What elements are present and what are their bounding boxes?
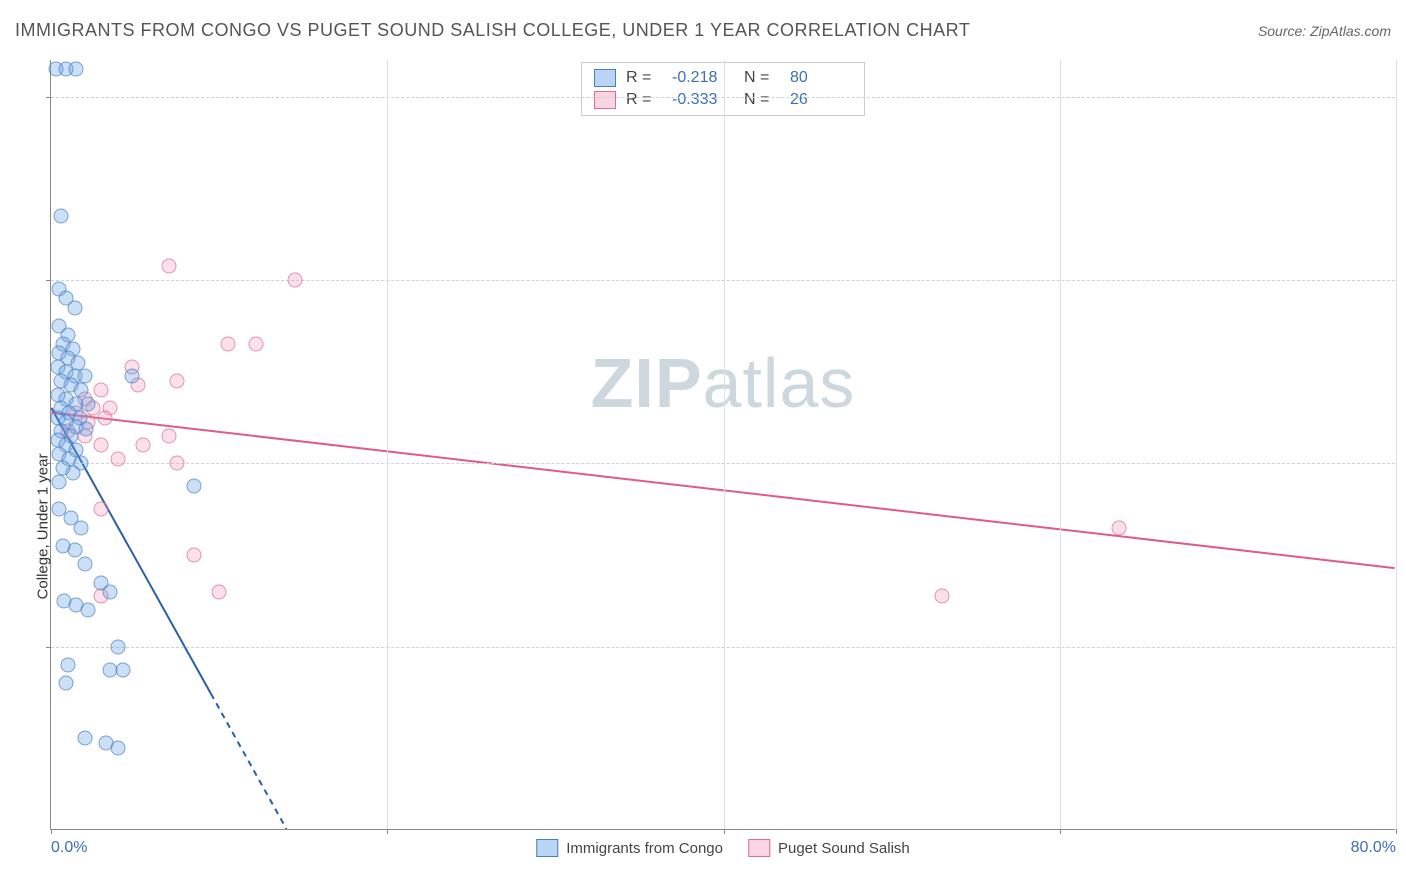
scatter-point-series2 — [249, 337, 264, 352]
y-tick-label: 80.0% — [1400, 271, 1406, 289]
scatter-point-series1 — [59, 676, 74, 691]
scatter-point-series2 — [94, 383, 109, 398]
watermark-bold: ZIP — [591, 344, 703, 422]
legend-n-label: N = — [744, 91, 780, 109]
chart-plot-area: College, Under 1 year ZIPatlas R = -0.21… — [50, 60, 1395, 830]
legend-swatch-blue — [594, 69, 616, 87]
bottom-legend: Immigrants from Congo Puget Sound Salish — [536, 839, 909, 857]
scatter-point-series1 — [54, 208, 69, 223]
y-tick-label: 60.0% — [1400, 454, 1406, 472]
scatter-point-series2 — [94, 438, 109, 453]
scatter-point-series1 — [74, 520, 89, 535]
scatter-point-series1 — [74, 383, 89, 398]
watermark-rest: atlas — [703, 344, 856, 422]
legend-series-label: Puget Sound Salish — [778, 840, 910, 857]
scatter-point-series2 — [97, 410, 112, 425]
scatter-point-series1 — [116, 662, 131, 677]
y-tick — [46, 97, 51, 98]
scatter-point-series1 — [79, 421, 94, 436]
x-tick — [724, 829, 725, 834]
y-tick — [46, 647, 51, 648]
legend-r-value: -0.333 — [672, 91, 734, 109]
y-tick — [46, 463, 51, 464]
x-tick — [387, 829, 388, 834]
scatter-point-series2 — [1111, 520, 1126, 535]
scatter-point-series2 — [111, 451, 126, 466]
scatter-point-series1 — [102, 584, 117, 599]
scatter-point-series1 — [111, 740, 126, 755]
scatter-point-series1 — [77, 557, 92, 572]
x-tick — [1060, 829, 1061, 834]
scatter-point-series1 — [80, 603, 95, 618]
scatter-point-series1 — [67, 543, 82, 558]
scatter-point-series1 — [124, 369, 139, 384]
y-axis-label: College, Under 1 year — [35, 453, 52, 599]
scatter-point-series1 — [80, 396, 95, 411]
x-tick — [51, 829, 52, 834]
scatter-point-series2 — [287, 273, 302, 288]
v-gridline — [1396, 60, 1397, 829]
v-gridline — [724, 60, 725, 829]
y-tick-label: 40.0% — [1400, 638, 1406, 656]
legend-r-label: R = — [626, 69, 662, 87]
x-tick-label: 0.0% — [51, 839, 87, 857]
source-label: Source: ZipAtlas.com — [1258, 23, 1391, 39]
scatter-point-series1 — [69, 62, 84, 77]
scatter-point-series2 — [136, 438, 151, 453]
v-gridline — [387, 60, 388, 829]
scatter-point-series1 — [65, 465, 80, 480]
scatter-point-series1 — [52, 474, 67, 489]
scatter-point-series2 — [94, 502, 109, 517]
legend-n-label: N = — [744, 69, 780, 87]
scatter-point-series2 — [170, 456, 185, 471]
x-tick-label: 80.0% — [1351, 839, 1396, 857]
legend-series-label: Immigrants from Congo — [566, 840, 723, 857]
v-gridline — [1060, 60, 1061, 829]
chart-title: IMMIGRANTS FROM CONGO VS PUGET SOUND SAL… — [15, 20, 970, 41]
scatter-point-series2 — [161, 428, 176, 443]
legend-n-value: 26 — [790, 91, 852, 109]
scatter-point-series1 — [67, 300, 82, 315]
legend-n-value: 80 — [790, 69, 852, 87]
legend-swatch-pink — [594, 91, 616, 109]
scatter-point-series2 — [161, 259, 176, 274]
legend-r-value: -0.218 — [672, 69, 734, 87]
legend-r-label: R = — [626, 91, 662, 109]
bottom-legend-item-2: Puget Sound Salish — [748, 839, 910, 857]
scatter-point-series1 — [77, 731, 92, 746]
scatter-point-series2 — [212, 584, 227, 599]
x-tick — [1396, 829, 1397, 834]
scatter-point-series1 — [111, 639, 126, 654]
y-tick-label: 100.0% — [1400, 88, 1406, 106]
scatter-point-series1 — [77, 369, 92, 384]
legend-swatch-pink — [748, 839, 770, 857]
title-bar: IMMIGRANTS FROM CONGO VS PUGET SOUND SAL… — [15, 20, 1391, 41]
scatter-point-series1 — [186, 479, 201, 494]
scatter-point-series2 — [186, 548, 201, 563]
scatter-point-series1 — [60, 658, 75, 673]
y-tick — [46, 280, 51, 281]
bottom-legend-item-1: Immigrants from Congo — [536, 839, 723, 857]
scatter-point-series2 — [935, 589, 950, 604]
scatter-point-series2 — [170, 373, 185, 388]
legend-swatch-blue — [536, 839, 558, 857]
scatter-point-series2 — [220, 337, 235, 352]
